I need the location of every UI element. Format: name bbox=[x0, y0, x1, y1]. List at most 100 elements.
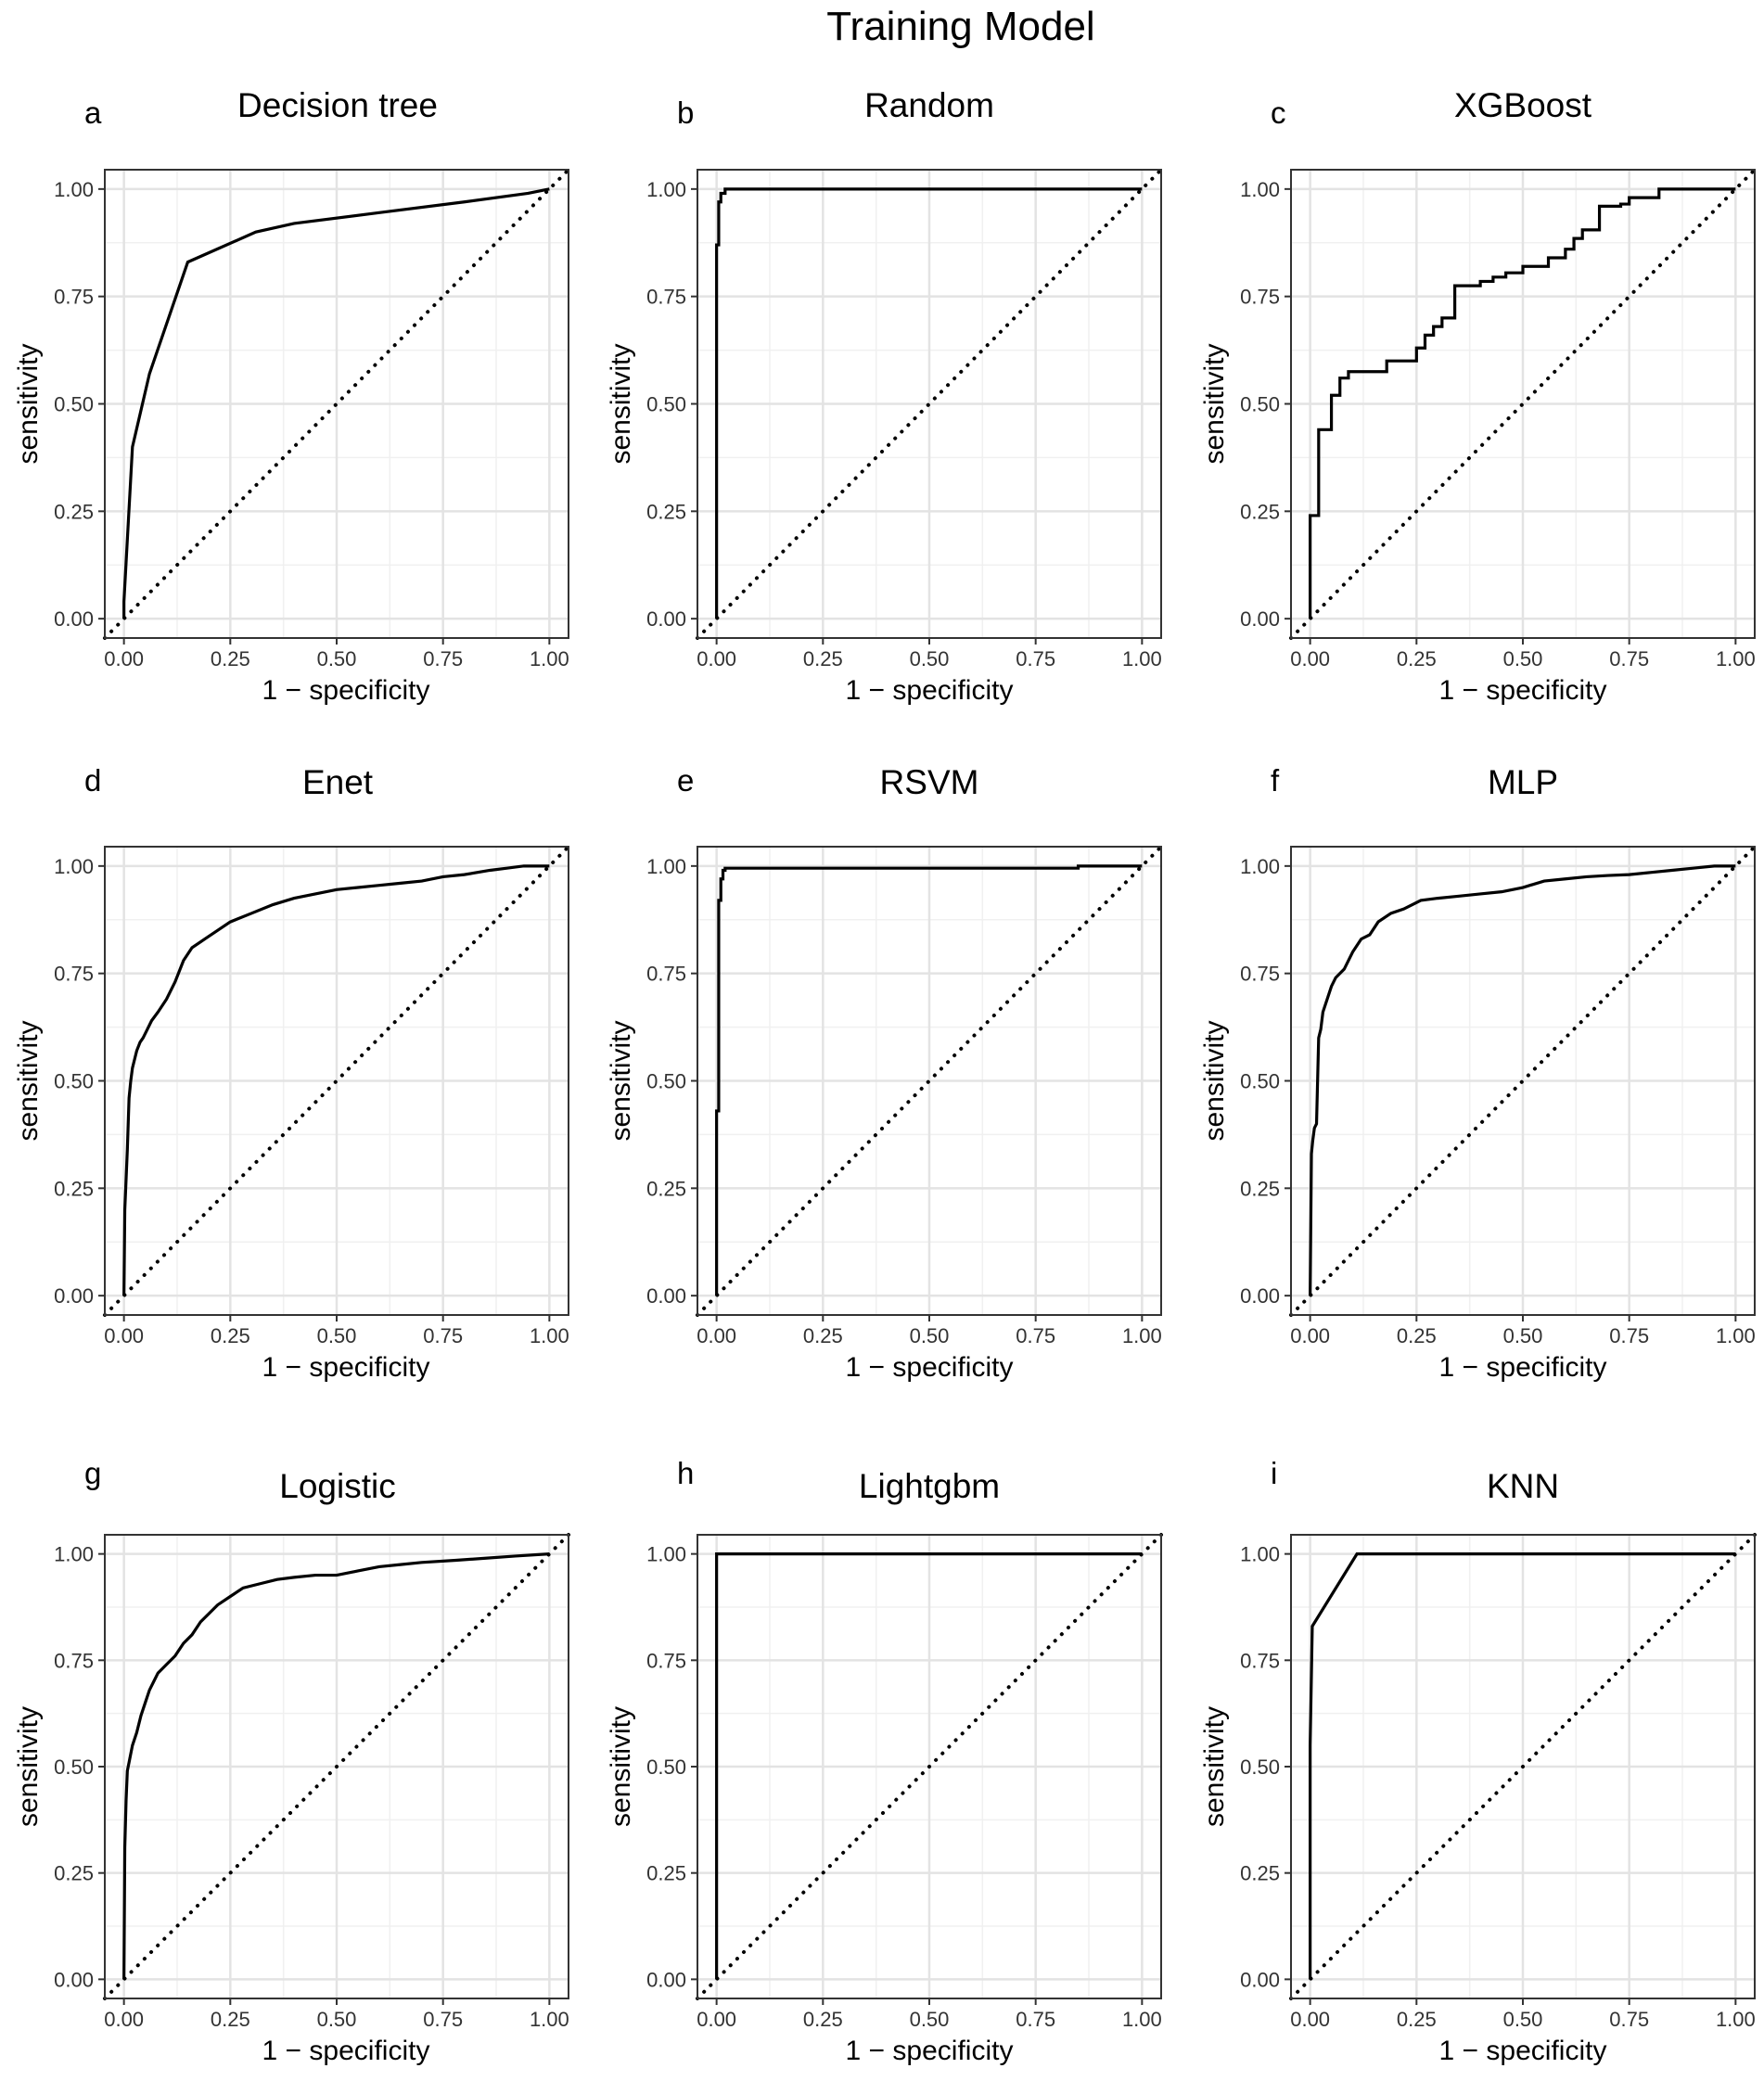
reference-diagonal-line bbox=[696, 168, 1163, 640]
y-tick-label: 1.00 bbox=[1240, 855, 1280, 878]
panel-letter: e bbox=[677, 763, 694, 798]
panel-title: Enet bbox=[302, 763, 374, 801]
x-tick-label: 0.50 bbox=[1503, 1324, 1543, 1347]
x-axis-label: 1 − specificity bbox=[1439, 1352, 1607, 1383]
roc-curve bbox=[1309, 864, 1736, 1296]
y-tick-label: 1.00 bbox=[646, 855, 686, 878]
roc-curve bbox=[122, 864, 550, 1296]
x-tick-label: 0.25 bbox=[803, 1324, 843, 1347]
y-tick-label: 0.50 bbox=[1240, 1755, 1280, 1779]
x-tick-label: 0.75 bbox=[423, 647, 463, 670]
x-tick-label: 0.50 bbox=[910, 647, 950, 670]
x-tick-label: 1.00 bbox=[1716, 1324, 1756, 1347]
panel-title: Logistic bbox=[279, 1467, 395, 1505]
y-tick-label: 0.75 bbox=[646, 963, 686, 986]
y-tick-label: 1.00 bbox=[54, 178, 94, 201]
x-tick-label: 0.25 bbox=[1397, 647, 1437, 670]
y-tick-label: 0.25 bbox=[54, 1862, 94, 1885]
x-tick-label: 0.50 bbox=[1503, 647, 1543, 670]
roc-curve bbox=[1309, 1552, 1736, 1980]
panel-letter: f bbox=[1271, 763, 1280, 798]
y-tick-label: 0.75 bbox=[1240, 286, 1280, 309]
y-tick-label: 0.25 bbox=[1240, 1862, 1280, 1885]
figure-title: Training Model bbox=[826, 4, 1094, 49]
x-tick-label: 1.00 bbox=[1716, 2008, 1756, 2031]
panel-title: RSVM bbox=[880, 763, 979, 801]
reference-diagonal-line bbox=[1289, 168, 1757, 640]
y-tick-label: 0.75 bbox=[1240, 1649, 1280, 1672]
x-tick-label: 0.50 bbox=[317, 647, 357, 670]
panel-letter: b bbox=[677, 96, 694, 130]
roc-curve bbox=[122, 1552, 550, 1980]
panel-title: Random bbox=[864, 86, 994, 124]
panel-title: KNN bbox=[1487, 1467, 1559, 1505]
panel-letter: a bbox=[84, 96, 102, 130]
x-tick-label: 0.00 bbox=[1290, 1324, 1330, 1347]
x-tick-label: 0.75 bbox=[423, 1324, 463, 1347]
roc-curve bbox=[715, 864, 1143, 1296]
y-axis-label: sensitivity bbox=[13, 343, 44, 464]
y-tick-label: 0.50 bbox=[646, 1755, 686, 1779]
panel-e: e RSVM 0.00 0.25 0.50 0.75 1.00 0.00 0.25 0.50 0.7… bbox=[606, 763, 1163, 1383]
x-tick-label: 0.50 bbox=[317, 1324, 357, 1347]
x-tick-label: 1.00 bbox=[530, 1324, 569, 1347]
y-tick-label: 0.50 bbox=[1240, 393, 1280, 416]
y-tick-label: 1.00 bbox=[646, 1543, 686, 1566]
y-axis-label: sensitivity bbox=[606, 1706, 636, 1827]
y-tick-label: 0.00 bbox=[54, 607, 94, 631]
x-tick-label: 0.75 bbox=[1016, 647, 1055, 670]
y-tick-label: 0.25 bbox=[646, 500, 686, 523]
y-tick-label: 0.00 bbox=[1240, 1284, 1280, 1308]
x-tick-label: 0.75 bbox=[1609, 647, 1649, 670]
panel-letter: h bbox=[677, 1456, 694, 1490]
x-tick-label: 1.00 bbox=[530, 647, 569, 670]
x-tick-label: 0.00 bbox=[104, 1324, 144, 1347]
panel-f: f MLP 0.00 0.25 0.50 0.75 1.00 0.00 0.25 0.50 0.75… bbox=[1199, 763, 1757, 1383]
x-tick-label: 0.25 bbox=[211, 1324, 250, 1347]
x-axis-label: 1 − specificity bbox=[262, 1352, 430, 1383]
x-tick-label: 0.25 bbox=[1397, 2008, 1437, 2031]
x-axis-label: 1 − specificity bbox=[1439, 675, 1607, 706]
x-tick-label: 1.00 bbox=[1122, 647, 1162, 670]
y-tick-label: 1.00 bbox=[54, 855, 94, 878]
x-axis-label: 1 − specificity bbox=[1439, 2036, 1607, 2066]
roc-curve bbox=[715, 187, 1143, 619]
y-tick-label: 0.25 bbox=[54, 1177, 94, 1200]
reference-diagonal-line bbox=[103, 1533, 570, 2000]
x-tick-label: 0.25 bbox=[803, 647, 843, 670]
y-tick-label: 0.00 bbox=[646, 1968, 686, 1991]
y-tick-label: 0.00 bbox=[54, 1284, 94, 1308]
y-axis-label: sensitivity bbox=[13, 1706, 44, 1827]
y-tick-label: 0.00 bbox=[54, 1968, 94, 1991]
x-axis-label: 1 − specificity bbox=[262, 2036, 430, 2066]
panel-letter: c bbox=[1271, 96, 1286, 130]
x-tick-label: 0.00 bbox=[697, 2008, 736, 2031]
x-tick-label: 0.00 bbox=[104, 2008, 144, 2031]
y-tick-label: 0.50 bbox=[54, 393, 94, 416]
x-tick-label: 1.00 bbox=[1716, 647, 1756, 670]
x-tick-label: 0.00 bbox=[1290, 2008, 1330, 2031]
y-axis-label: sensitivity bbox=[606, 343, 636, 464]
y-tick-label: 0.75 bbox=[54, 1649, 94, 1672]
y-tick-label: 0.00 bbox=[1240, 1968, 1280, 1991]
y-tick-label: 0.25 bbox=[646, 1177, 686, 1200]
y-axis-label: sensitivity bbox=[1199, 343, 1230, 464]
y-tick-label: 0.50 bbox=[646, 393, 686, 416]
roc-curve bbox=[1309, 187, 1736, 619]
y-tick-label: 0.75 bbox=[1240, 963, 1280, 986]
y-tick-label: 0.75 bbox=[646, 286, 686, 309]
panel-a: a Decision tree 0.00 0.25 0.50 0.75 1.00 0.00 0.… bbox=[13, 86, 570, 706]
x-tick-label: 0.50 bbox=[317, 2008, 357, 2031]
panel-letter: i bbox=[1271, 1456, 1277, 1490]
y-tick-label: 1.00 bbox=[1240, 1543, 1280, 1566]
y-tick-label: 0.25 bbox=[646, 1862, 686, 1885]
panel-i: i KNN 0.00 0.25 0.50 0.75 1.00 0.00 0.25 0.50 0.75… bbox=[1199, 1456, 1757, 2066]
x-axis-label: 1 − specificity bbox=[846, 1352, 1014, 1383]
x-tick-label: 1.00 bbox=[1122, 1324, 1162, 1347]
panel-letter: d bbox=[84, 763, 101, 798]
panel-title: XGBoost bbox=[1454, 86, 1592, 124]
x-tick-label: 0.00 bbox=[104, 647, 144, 670]
y-axis-label: sensitivity bbox=[1199, 1706, 1230, 1827]
y-tick-label: 0.75 bbox=[54, 963, 94, 986]
